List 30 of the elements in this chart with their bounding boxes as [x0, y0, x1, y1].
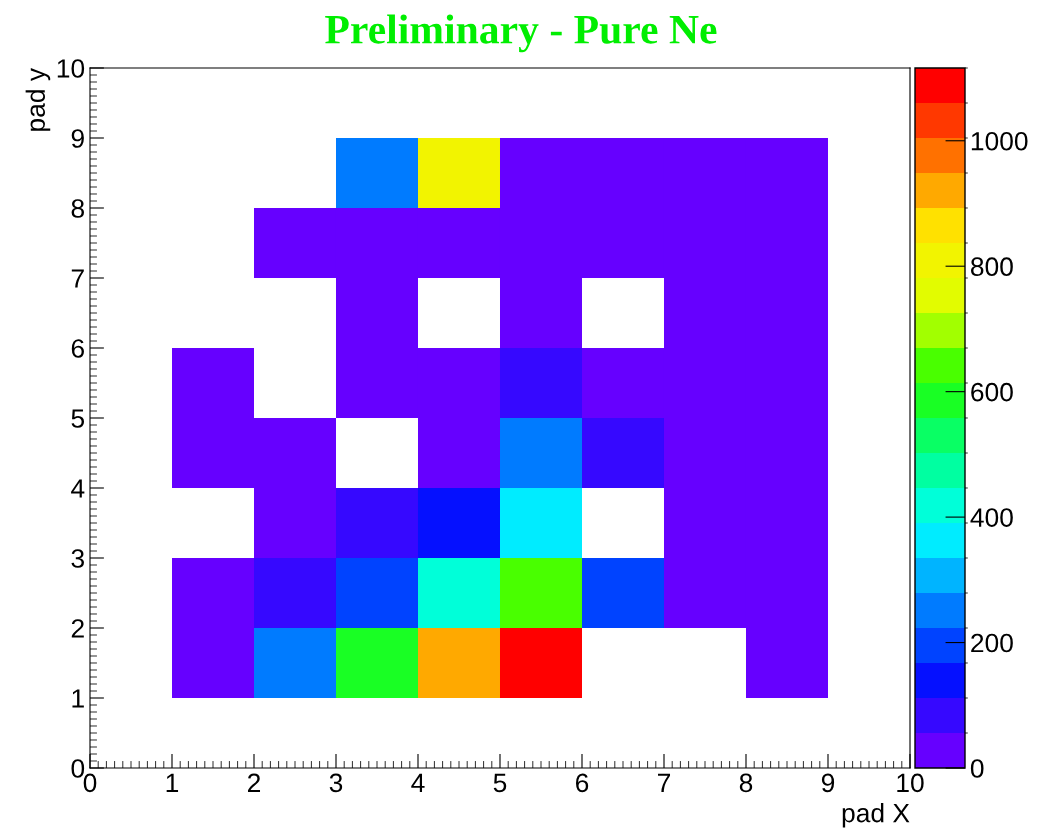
x-tick-label: 3 — [329, 773, 343, 793]
x-tick-label: 7 — [658, 773, 671, 792]
y-tick-label: 5 — [71, 409, 85, 428]
y-tick-label: 9 — [71, 129, 84, 148]
x-axis-title: pad X — [842, 803, 910, 828]
y-tick-label: 2 — [71, 619, 84, 638]
y-tick-label: 1 — [72, 689, 84, 708]
y-tick-label: 4 — [71, 479, 85, 498]
y-tick-label: 7 — [71, 269, 84, 288]
y-axis-title: pad y — [25, 68, 51, 131]
text: Preliminary - Pure Ne — [325, 14, 717, 53]
color-bar-label: 800 — [971, 257, 1013, 277]
color-bar-label: 0 — [970, 759, 984, 778]
y-tick-label: 8 — [71, 199, 84, 218]
y-tick-label: 10 — [57, 59, 85, 78]
x-tick-label: 8 — [739, 773, 753, 793]
color-bar-label: 400 — [970, 508, 1013, 527]
color-bar-label: 600 — [971, 382, 1013, 402]
x-tick-label: 10 — [897, 773, 924, 793]
y-tick-label: 6 — [71, 339, 84, 358]
y-tick-label: 0 — [71, 759, 85, 778]
y-tick-label: 3 — [71, 549, 84, 568]
x-tick-label: 6 — [576, 773, 589, 793]
color-bar-label: 200 — [971, 633, 1013, 653]
x-tick-label: 9 — [821, 773, 835, 793]
x-tick-label: 5 — [493, 773, 507, 793]
x-tick-label: 1 — [166, 773, 179, 792]
x-tick-label: 4 — [411, 773, 425, 792]
color-bar-label: 1000 — [971, 131, 1028, 151]
x-tick-label: 2 — [247, 773, 261, 792]
